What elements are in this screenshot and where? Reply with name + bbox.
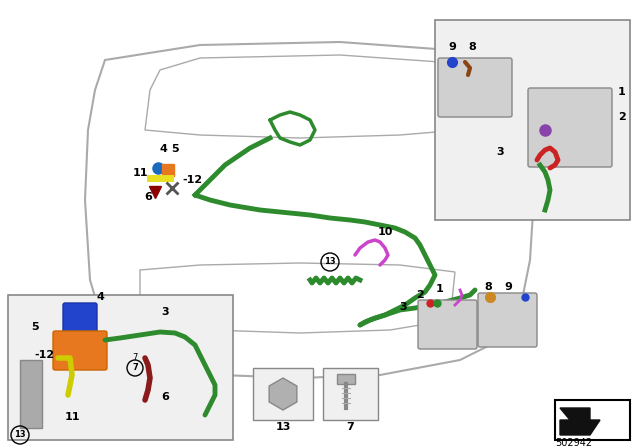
Text: 13: 13 xyxy=(275,422,291,432)
Polygon shape xyxy=(560,408,600,435)
Bar xyxy=(337,374,355,384)
Text: 13: 13 xyxy=(324,258,336,267)
Text: 2: 2 xyxy=(618,112,626,122)
Text: 2: 2 xyxy=(416,290,424,300)
Text: 10: 10 xyxy=(378,227,393,237)
Text: 7: 7 xyxy=(346,422,354,432)
Text: -12: -12 xyxy=(34,350,54,360)
Polygon shape xyxy=(269,378,297,410)
Text: 7: 7 xyxy=(132,353,138,362)
Text: 7: 7 xyxy=(132,363,138,372)
Text: 5: 5 xyxy=(31,322,39,332)
FancyBboxPatch shape xyxy=(418,300,477,349)
Bar xyxy=(323,368,378,420)
Text: 11: 11 xyxy=(64,412,80,422)
Text: 9: 9 xyxy=(448,42,456,52)
FancyBboxPatch shape xyxy=(53,331,107,370)
Text: 4: 4 xyxy=(96,292,104,302)
Text: 6: 6 xyxy=(161,392,169,402)
Text: -12: -12 xyxy=(182,175,202,185)
Bar xyxy=(8,295,233,440)
Text: 3: 3 xyxy=(399,302,407,312)
Text: 4: 4 xyxy=(159,144,167,154)
Bar xyxy=(435,20,630,220)
Text: 1: 1 xyxy=(618,87,626,97)
Text: 6: 6 xyxy=(144,192,152,202)
Text: 5: 5 xyxy=(171,144,179,154)
Bar xyxy=(20,360,42,428)
Text: 1: 1 xyxy=(436,284,444,294)
Text: 502942: 502942 xyxy=(555,438,592,448)
Text: 9: 9 xyxy=(504,282,512,292)
Text: 3: 3 xyxy=(161,307,169,317)
Bar xyxy=(555,400,630,440)
FancyBboxPatch shape xyxy=(63,303,97,335)
Text: 8: 8 xyxy=(484,282,492,292)
FancyBboxPatch shape xyxy=(478,293,537,347)
Text: 8: 8 xyxy=(468,42,476,52)
Text: 3: 3 xyxy=(496,147,504,157)
Text: 13: 13 xyxy=(14,431,26,439)
Text: 11: 11 xyxy=(132,168,148,178)
FancyBboxPatch shape xyxy=(438,58,512,117)
Bar xyxy=(253,368,313,420)
FancyBboxPatch shape xyxy=(528,88,612,167)
